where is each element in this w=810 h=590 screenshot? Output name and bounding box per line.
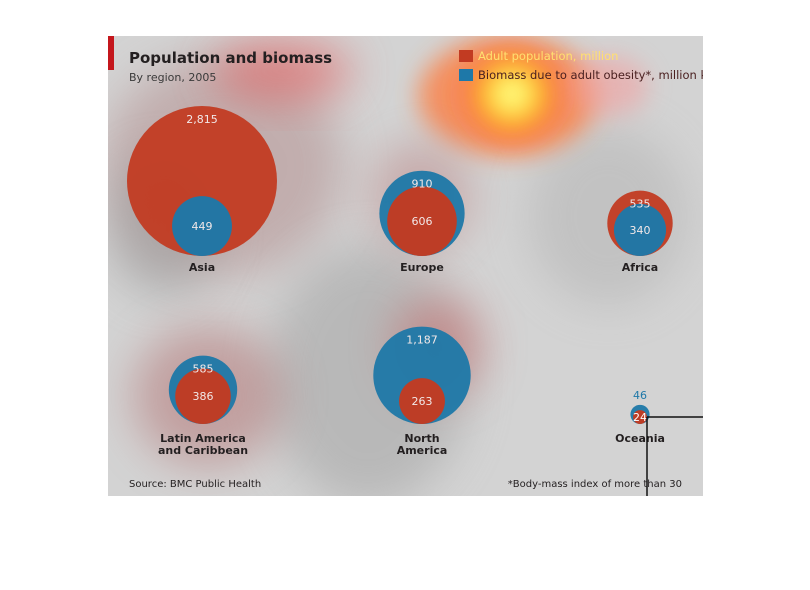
legend-swatch-biomass: [459, 69, 473, 81]
bubble-population-asia: [127, 106, 277, 256]
value-label-population-oceania: 24: [633, 411, 647, 424]
category-label-africa: Africa: [622, 261, 658, 274]
category-label-north-america: America: [397, 444, 448, 457]
chart-title: Population and biomass: [129, 49, 332, 67]
bubble-biomass-asia: [172, 196, 232, 256]
chart-svg: Population and biomass By region, 2005 A…: [103, 36, 714, 506]
value-label-biomass-oceania: 46: [633, 389, 647, 402]
category-label-north-america: North: [404, 432, 439, 445]
heat-blob: [568, 56, 648, 116]
heat-hotspot: [456, 40, 568, 148]
category-label-asia: Asia: [189, 261, 215, 274]
category-label-europe: Europe: [400, 261, 444, 274]
legend-label-population: Adult population, million: [478, 49, 618, 63]
category-label-latin-america-and-caribbean: and Caribbean: [158, 444, 248, 457]
value-label-biomass-asia: 449: [192, 220, 213, 233]
heat-blob: [213, 41, 353, 101]
bubble-chart: Population and biomass By region, 2005 A…: [103, 36, 714, 506]
bubble-population-europe: [387, 186, 457, 256]
value-label-population-asia: 2,815: [186, 113, 218, 126]
title-accent-bar: [108, 36, 114, 70]
value-label-population-africa: 535: [630, 198, 651, 211]
value-label-population-latin-america-and-caribbean: 386: [193, 390, 214, 403]
bubble-biomass-africa: [613, 203, 667, 256]
value-label-biomass-africa: 340: [630, 224, 651, 237]
bubble-biomass-north-america: [373, 326, 471, 425]
category-label-oceania: Oceania: [615, 432, 665, 445]
value-label-biomass-latin-america-and-caribbean: 585: [193, 363, 214, 376]
category-label-latin-america-and-caribbean: Latin America: [160, 432, 246, 445]
chart-subtitle: By region, 2005: [129, 71, 216, 84]
legend-swatch-population: [459, 50, 473, 62]
bubble-population-north-america: [399, 378, 445, 424]
bubble-population-oceania: [633, 410, 647, 424]
value-label-population-europe: 606: [412, 215, 433, 228]
value-label-biomass-north-america: 1,187: [406, 334, 438, 347]
legend-label-biomass: Biomass due to adult obesity*, million k…: [478, 68, 703, 82]
bubble-layer: 2,815 449 Asia 910 606 Europe 535 340 Africa 585 3…: [127, 106, 673, 457]
source-note: Source: BMC Public Health: [129, 479, 261, 490]
bubble-population-latin-america-and-caribbean: [175, 368, 231, 424]
footnote: *Body-mass index of more than 30: [508, 479, 682, 490]
heat-blob: [528, 126, 688, 306]
value-label-biomass-europe: 910: [412, 178, 433, 191]
value-label-population-north-america: 263: [412, 395, 433, 408]
